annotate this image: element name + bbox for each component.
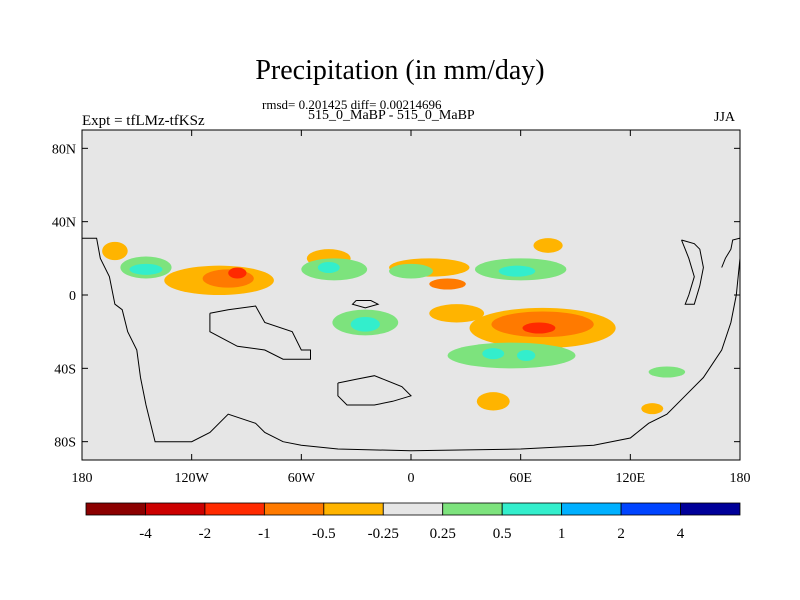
region-africa-orange xyxy=(429,278,466,290)
colorbar-label: 0.25 xyxy=(430,526,456,542)
region-east-pacific-cyan xyxy=(129,263,163,275)
experiment-label: Expt = tfLMz-tfKSz xyxy=(82,113,205,129)
colorbar-box xyxy=(145,502,206,516)
region-central-america-red xyxy=(228,267,247,279)
region-india-yellow xyxy=(533,238,563,253)
colorbar-label: -0.25 xyxy=(368,526,399,542)
colorbar-box xyxy=(501,502,563,516)
colorbar-box xyxy=(620,502,681,516)
colorbar-label: 0.5 xyxy=(493,526,512,542)
x-tick-label: 120E xyxy=(616,471,646,486)
region-southern-indian-cyan-2 xyxy=(517,350,536,361)
region-southern-ocean-yellow xyxy=(476,392,510,411)
colorbar-label: 4 xyxy=(677,526,685,542)
y-tick-label: 80S xyxy=(54,436,76,451)
colorbar-label: -1 xyxy=(258,526,271,542)
chart-subtitle: 515_0_MaBP - 515_0_MaBP xyxy=(308,108,475,123)
colorbar-box xyxy=(680,502,741,516)
season-label: JJA xyxy=(714,110,736,125)
region-south-pacific-green xyxy=(648,366,686,378)
plot-background xyxy=(82,130,740,460)
y-tick-label: 80N xyxy=(52,142,76,157)
colorbar-box xyxy=(442,502,503,516)
colorbar-box xyxy=(85,502,146,516)
region-australia-south-yellow xyxy=(641,403,664,415)
colorbar-box xyxy=(263,502,325,516)
colorbar-box xyxy=(323,502,384,516)
colorbar-label: -2 xyxy=(199,526,212,542)
colorbar-box xyxy=(561,502,622,516)
region-africa-green xyxy=(389,263,433,279)
colorbar-box xyxy=(204,502,265,516)
region-arabian-sea-cyan xyxy=(498,265,536,277)
colorbar-box xyxy=(382,502,444,516)
coastline-interior-ring-2 xyxy=(337,375,412,406)
region-tropical-atlantic-cyan xyxy=(317,262,340,273)
colorbar-label: 2 xyxy=(617,526,625,542)
region-southern-indian-cyan xyxy=(482,348,505,360)
y-tick-label: 0 xyxy=(69,289,76,304)
coastline-interior-ring-1 xyxy=(209,305,311,360)
y-tick-label: 40N xyxy=(52,216,76,231)
x-tick-label: 60W xyxy=(288,471,316,486)
x-tick-label: 60E xyxy=(509,471,532,486)
x-tick-label: 0 xyxy=(408,471,415,486)
colorbar-label: 1 xyxy=(558,526,566,542)
colorbar-label: -0.5 xyxy=(312,526,336,542)
stats-line: rmsd= 0.201425 diff= 0.00214696 xyxy=(262,97,442,112)
coastline-island-1 xyxy=(351,300,380,309)
y-tick-label: 40S xyxy=(54,362,76,377)
x-tick-label: 180 xyxy=(72,471,93,486)
x-tick-label: 120W xyxy=(175,471,210,486)
coastline-continent-east-block xyxy=(681,239,704,305)
chart-title: Precipitation (in mm/day) xyxy=(255,55,545,86)
region-north-pacific-orange xyxy=(102,241,128,261)
region-south-atlantic-cyan xyxy=(350,317,380,332)
region-southern-indian-green xyxy=(447,342,576,369)
region-indian-ocean-red xyxy=(522,322,556,334)
colorbar-label: -4 xyxy=(139,526,152,542)
region-south-atlantic-yellow xyxy=(429,304,485,323)
x-tick-label: 180 xyxy=(730,471,751,486)
coastline-continent-north-west xyxy=(82,237,741,452)
